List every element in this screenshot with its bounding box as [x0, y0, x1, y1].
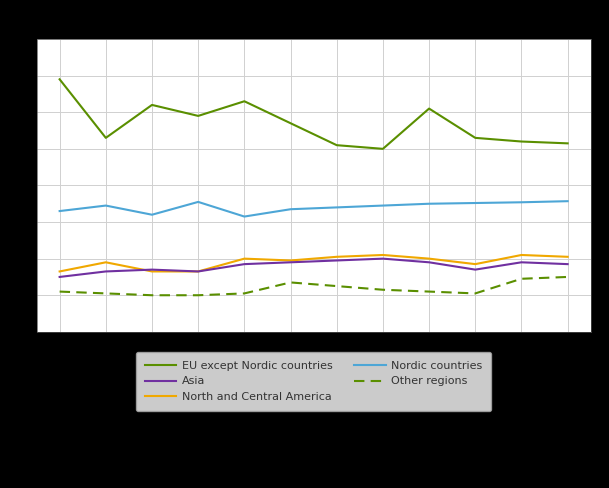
Legend: EU except Nordic countries, Asia, North and Central America, Nordic countries, O: EU except Nordic countries, Asia, North … — [136, 352, 491, 411]
